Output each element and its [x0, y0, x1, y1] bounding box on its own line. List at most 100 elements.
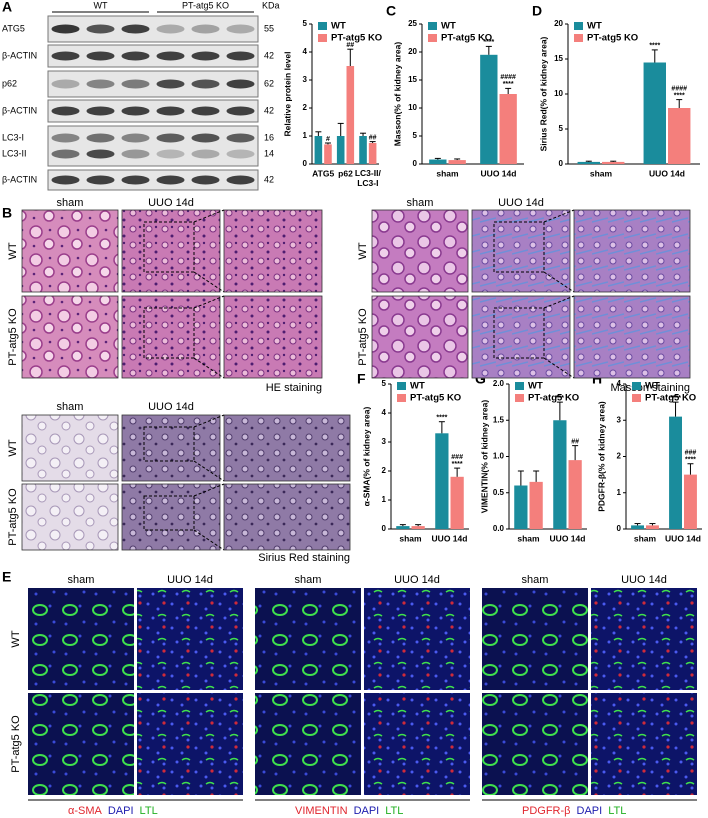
bar — [314, 136, 323, 164]
micrograph — [28, 693, 134, 795]
blot-band — [191, 175, 220, 185]
blot-band — [86, 51, 115, 61]
y-tick-label: 5 — [559, 124, 564, 133]
blot-band — [86, 106, 115, 116]
blot-strip — [47, 70, 259, 98]
row-label: WT — [7, 439, 19, 456]
legend-swatch — [397, 382, 406, 390]
y-tick-label: 10 — [554, 89, 563, 98]
bar — [435, 433, 449, 529]
blot-row-label: LC3-II — [2, 148, 27, 158]
column-header: UUO 14d — [167, 574, 213, 586]
legend-swatch — [397, 394, 406, 402]
bar — [448, 160, 466, 164]
blot-band — [86, 133, 115, 143]
blot-band — [191, 24, 220, 34]
y-tick-label: 1.0 — [493, 452, 505, 461]
micrograph — [255, 588, 361, 690]
blot-row-label: ATG5 — [2, 23, 25, 33]
legend-label: WT — [331, 21, 346, 32]
blot-band — [121, 133, 150, 143]
panel-letter: A — [2, 0, 12, 15]
zoom-box — [493, 307, 545, 359]
rule — [543, 209, 575, 223]
legend-swatch — [574, 34, 583, 42]
rule — [193, 295, 225, 309]
y-tick-label: 5 — [413, 131, 418, 140]
blot-band — [191, 51, 220, 61]
blot-group: PT-atg5 KO — [182, 0, 229, 10]
zoom-box — [143, 495, 195, 531]
stain-caption: DAPI — [354, 805, 380, 817]
legend-swatch — [574, 22, 583, 30]
stain-caption: DAPI — [577, 805, 603, 817]
legend-swatch — [515, 382, 524, 390]
legend-label: PT-atg5 KO — [528, 393, 579, 404]
blot-band — [191, 133, 220, 143]
micrograph — [573, 209, 691, 293]
bar — [336, 136, 345, 164]
panel-letter: E — [2, 569, 11, 585]
bar — [396, 526, 410, 529]
zoom-box — [143, 221, 195, 273]
significance: # — [326, 136, 330, 143]
y-tick-label: 25 — [408, 19, 417, 28]
blot-band — [156, 175, 185, 185]
column-header: sham — [68, 574, 95, 586]
zoom-box — [143, 426, 195, 462]
micrograph — [255, 693, 361, 795]
legend-swatch — [632, 394, 641, 402]
micrograph — [21, 414, 119, 482]
blot-band — [86, 79, 115, 89]
column-header: sham — [57, 197, 84, 209]
micrograph — [121, 483, 221, 551]
blot-kda: 42 — [264, 105, 274, 115]
row-label: WT — [7, 242, 19, 259]
bar — [411, 526, 425, 529]
x-tick-label: UUO 14d — [550, 533, 586, 543]
micrograph — [21, 209, 119, 293]
blot-band — [121, 51, 150, 61]
y-tick-label: 0 — [382, 524, 387, 533]
y-tick-label: 4 — [303, 47, 308, 56]
micrograph — [21, 483, 119, 551]
bar — [643, 62, 666, 164]
blot-band — [51, 149, 80, 159]
row-label: PT-atg5 KO — [7, 308, 19, 366]
y-tick-label: 0.0 — [493, 524, 505, 533]
y-tick-label: 20 — [408, 47, 417, 56]
legend-label: PT-atg5 KO — [645, 393, 696, 404]
bar — [684, 474, 697, 529]
y-tick-label: 4 — [617, 379, 622, 388]
y-tick-label: 0.5 — [493, 488, 505, 497]
y-axis-label: Masson(% of kidney area) — [392, 42, 402, 147]
legend-label: WT — [587, 21, 602, 32]
y-tick-label: 0 — [559, 159, 564, 168]
blot-kda: 42 — [264, 50, 274, 60]
bar — [514, 485, 528, 529]
significance: **** — [685, 457, 696, 464]
stain-caption: LTL — [385, 805, 403, 817]
micrograph — [21, 295, 119, 379]
y-tick-label: 5 — [382, 379, 387, 388]
y-axis-label: VIMENTIN(% of kidney area) — [479, 400, 489, 514]
blot-band — [226, 175, 255, 185]
x-tick-label: UUO 14d — [432, 533, 468, 543]
column-header: UUO 14d — [148, 197, 194, 209]
blot-band — [156, 51, 185, 61]
blot-row-label: p62 — [2, 78, 17, 88]
micrograph — [28, 588, 134, 690]
blot-strip — [47, 15, 259, 43]
y-tick-label: 4 — [382, 408, 387, 417]
bar — [602, 161, 625, 164]
rule — [543, 271, 575, 293]
blot-band — [226, 106, 255, 116]
micrograph — [223, 483, 351, 551]
y-tick-label: 2 — [617, 452, 622, 461]
bar — [669, 416, 682, 529]
rule — [193, 271, 225, 293]
row-label: WT — [357, 242, 369, 259]
column-header: UUO 14d — [394, 574, 440, 586]
legend-label: WT — [645, 381, 660, 392]
blot-row-label: β-ACTIN — [2, 174, 37, 184]
